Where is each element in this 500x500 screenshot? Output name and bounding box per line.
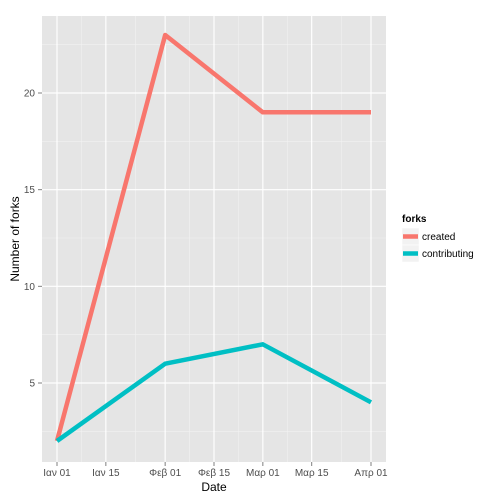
y-axis-title: Number of forks [8, 196, 22, 281]
y-tick-label: 10 [24, 282, 36, 293]
y-tick-label: 20 [24, 89, 36, 100]
x-tick-label: Ιαν 15 [92, 468, 120, 479]
legend-title: forks [402, 214, 427, 225]
x-tick-label: Φεβ 15 [198, 468, 231, 479]
legend: forks created contributing [401, 214, 474, 263]
x-tick-label: Ιαν 01 [43, 468, 71, 479]
y-tick-label: 5 [29, 379, 35, 390]
x-axis-title: Date [201, 480, 227, 494]
y-tick-label: 15 [24, 185, 36, 196]
series-line-contributing [55, 342, 373, 443]
x-tick-label: Μαρ 15 [295, 468, 329, 479]
x-axis: Ιαν 01 Ιαν 15 Φεβ 01 Φεβ 15 Μαρ 01 Μαρ 15 Απρ … [43, 462, 388, 479]
legend-label-created: created [422, 232, 455, 243]
x-tick-label: Απρ 01 [354, 468, 388, 479]
series-line-created [54, 32, 371, 442]
y-axis: 5 10 15 20 [24, 89, 42, 390]
major-gridlines [42, 16, 386, 462]
legend-label-contributing: contributing [422, 249, 474, 260]
x-tick-label: Μαρ 01 [246, 468, 280, 479]
x-tick-label: Φεβ 01 [149, 468, 182, 479]
series-lines [54, 32, 373, 443]
